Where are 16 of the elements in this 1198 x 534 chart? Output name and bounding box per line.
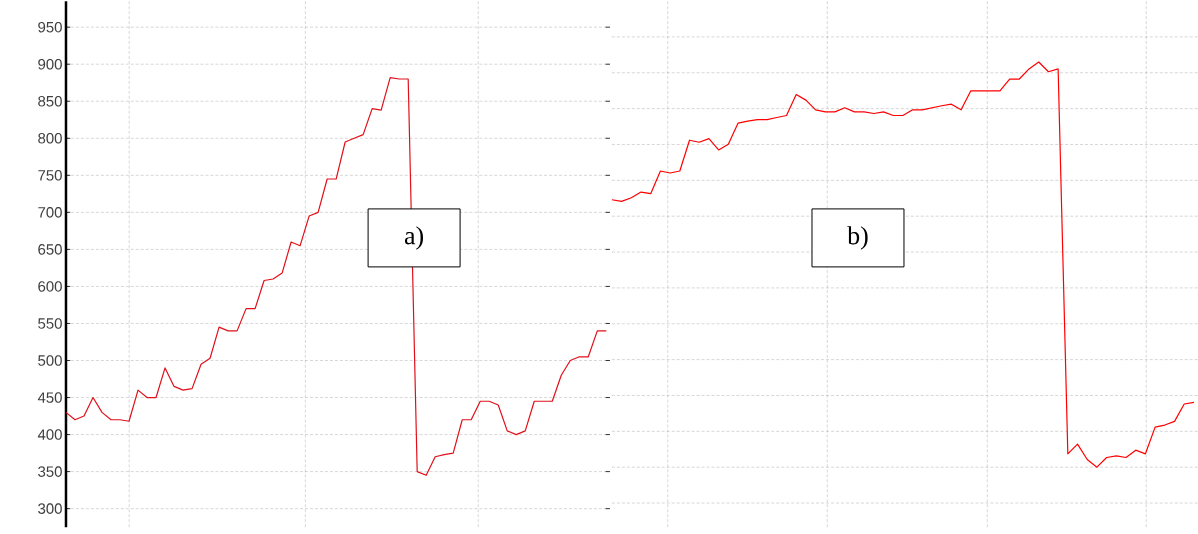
annotation: b) (847, 226, 868, 250)
y-tick-label: 450 (37, 392, 62, 403)
y-tick-label: 650 (38, 244, 62, 255)
y-tick-label: 350 (38, 466, 62, 477)
y-tick-label: 300 (38, 503, 62, 514)
y-tick-label: 400 (37, 429, 62, 440)
y-tick-label: 550 (38, 318, 62, 329)
annotation: a) (404, 226, 424, 250)
y-tick-label: 500 (38, 355, 62, 366)
y-tick-label: 850 (38, 95, 62, 107)
y-tick-label: 750 (38, 170, 62, 181)
y-tick-label: 900 (38, 58, 62, 70)
y-tick-label: 700 (38, 207, 62, 218)
y-tick-label: 600 (38, 281, 62, 292)
y-tick-label: 950 (38, 21, 62, 33)
y-tick-label: 800 (38, 132, 62, 144)
